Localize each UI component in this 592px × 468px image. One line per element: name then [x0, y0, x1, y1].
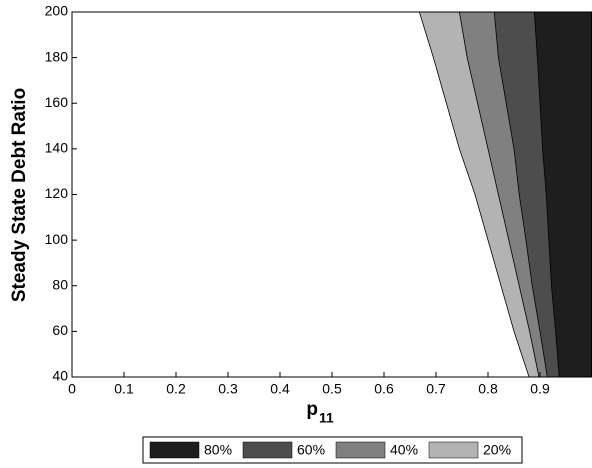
- x-tick-label: 0.9: [530, 381, 550, 397]
- y-tick-label: 160: [45, 94, 69, 110]
- y-tick-label: 60: [52, 322, 68, 338]
- contour-region: [533, 11, 592, 378]
- x-tick-label: 0: [68, 381, 76, 397]
- legend-swatch: [428, 441, 479, 459]
- legend-label: 60%: [297, 442, 325, 458]
- x-tick-label: 0.2: [166, 381, 186, 397]
- legend-label: 80%: [204, 442, 232, 458]
- legend-label: 40%: [390, 442, 418, 458]
- x-tick-label: 0.3: [218, 381, 238, 397]
- y-tick-label: 80: [52, 276, 68, 292]
- y-axis-label: Steady State Debt Ratio: [9, 88, 30, 302]
- y-tick-label: 120: [45, 185, 69, 201]
- x-axis-label: p: [306, 399, 318, 420]
- x-tick-label: 0.4: [270, 381, 290, 397]
- legend-label: 20%: [483, 442, 511, 458]
- y-tick-label: 200: [45, 3, 69, 19]
- legend-swatch: [242, 441, 293, 459]
- x-tick-label: 0.1: [114, 381, 134, 397]
- y-tick-label: 100: [45, 231, 69, 247]
- legend-swatch: [149, 441, 200, 459]
- x-tick-label: 0.5: [322, 381, 342, 397]
- y-tick-label: 140: [45, 140, 69, 156]
- x-tick-label: 0.8: [478, 381, 498, 397]
- legend-swatch: [335, 441, 386, 459]
- y-tick-label: 40: [52, 368, 68, 384]
- x-tick-label: 0.6: [374, 381, 394, 397]
- y-tick-label: 180: [45, 48, 69, 64]
- x-axis-label-subscript: 11: [319, 410, 334, 426]
- x-tick-label: 0.7: [426, 381, 446, 397]
